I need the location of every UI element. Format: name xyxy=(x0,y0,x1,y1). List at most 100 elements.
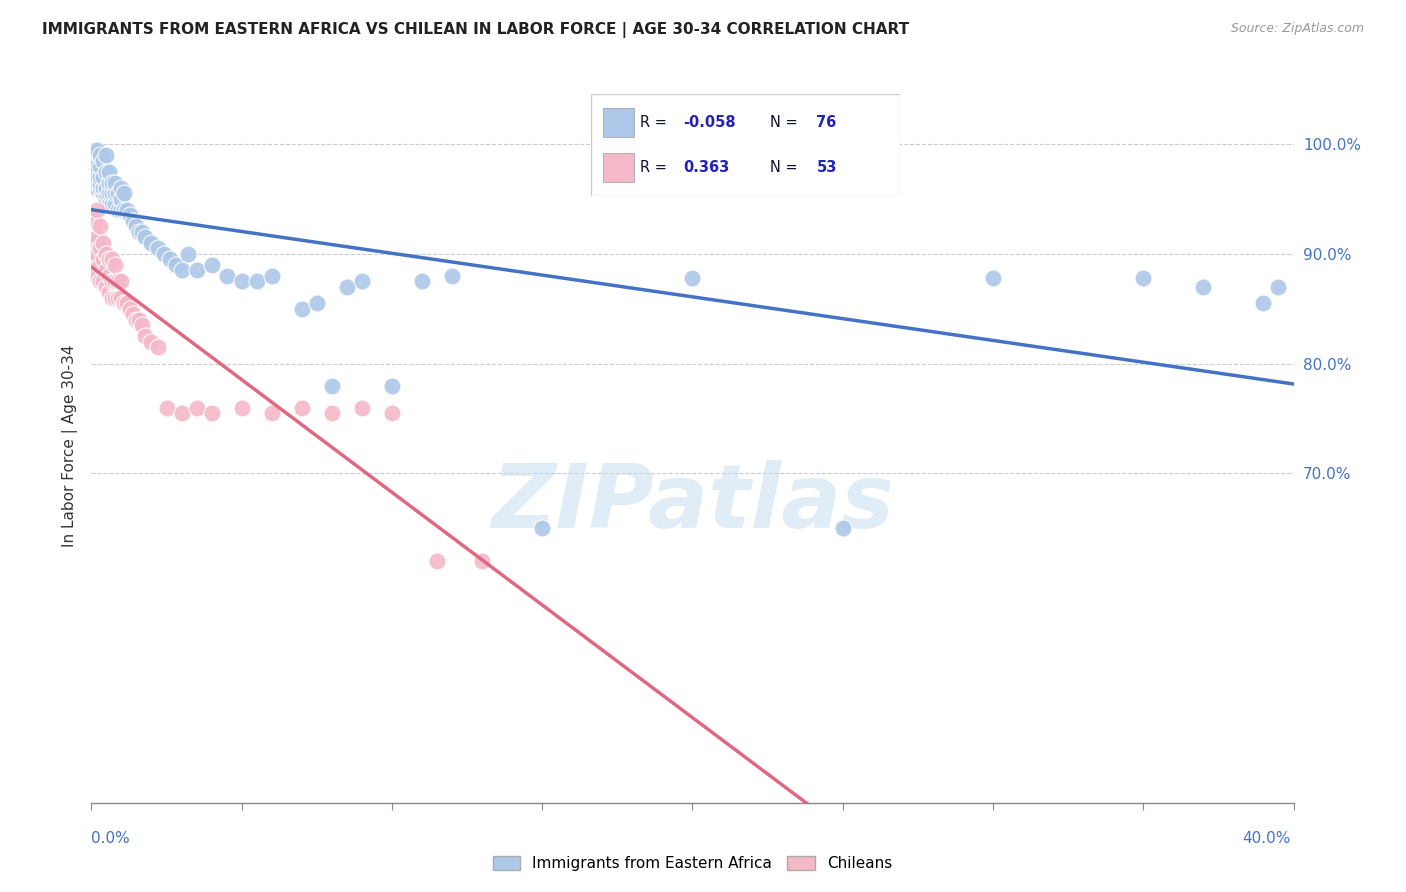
Point xyxy=(120,301,142,316)
Point xyxy=(86,230,108,244)
Point xyxy=(336,280,359,294)
Point xyxy=(96,247,118,261)
Point xyxy=(981,271,1004,285)
Text: 76: 76 xyxy=(817,115,837,130)
Point xyxy=(426,554,449,568)
Point xyxy=(146,241,169,255)
Point xyxy=(152,247,174,261)
Point xyxy=(89,169,111,184)
Point xyxy=(122,307,145,321)
Point xyxy=(107,186,129,201)
Point xyxy=(165,258,187,272)
Point xyxy=(93,169,115,184)
Point xyxy=(107,291,129,305)
Point xyxy=(440,268,463,283)
Point xyxy=(98,197,121,211)
Point xyxy=(110,274,132,288)
Point xyxy=(107,202,129,217)
Point xyxy=(98,164,121,178)
Point xyxy=(96,181,118,195)
Point xyxy=(114,202,136,217)
Point xyxy=(89,176,111,190)
Point xyxy=(96,263,118,277)
Point xyxy=(531,521,554,535)
Point xyxy=(1192,280,1215,294)
Text: 0.0%: 0.0% xyxy=(91,831,131,846)
Point xyxy=(122,214,145,228)
Point xyxy=(101,176,124,190)
Point xyxy=(291,301,314,316)
Point xyxy=(86,268,108,283)
Point xyxy=(89,159,111,173)
Point xyxy=(110,202,132,217)
Point xyxy=(83,235,105,250)
Bar xyxy=(603,153,634,182)
Point xyxy=(176,247,198,261)
Point xyxy=(83,159,105,173)
Point xyxy=(96,186,118,201)
Point xyxy=(83,252,105,267)
Y-axis label: In Labor Force | Age 30-34: In Labor Force | Age 30-34 xyxy=(62,344,79,548)
Point xyxy=(86,169,108,184)
Point xyxy=(350,401,373,415)
Point xyxy=(110,192,132,206)
Point xyxy=(101,252,124,267)
Point xyxy=(104,197,127,211)
Point xyxy=(155,401,177,415)
Point xyxy=(110,181,132,195)
Point xyxy=(141,235,163,250)
Text: 0.363: 0.363 xyxy=(683,160,730,175)
Point xyxy=(93,274,115,288)
Point xyxy=(215,268,238,283)
Point xyxy=(471,554,494,568)
Point xyxy=(89,274,111,288)
Point xyxy=(170,263,193,277)
Point xyxy=(141,334,163,349)
Point xyxy=(381,406,404,420)
Point xyxy=(93,235,115,250)
Point xyxy=(86,247,108,261)
Point xyxy=(89,219,111,234)
Point xyxy=(98,186,121,201)
Point xyxy=(93,153,115,168)
Point xyxy=(159,252,181,267)
Point xyxy=(83,181,105,195)
Point xyxy=(86,143,108,157)
Point xyxy=(186,401,208,415)
Point xyxy=(83,164,105,178)
Point xyxy=(101,291,124,305)
Text: Source: ZipAtlas.com: Source: ZipAtlas.com xyxy=(1230,22,1364,36)
Point xyxy=(83,214,105,228)
Point xyxy=(201,406,224,420)
Point xyxy=(134,230,156,244)
Point xyxy=(96,192,118,206)
Point xyxy=(93,181,115,195)
Point xyxy=(305,296,328,310)
Point xyxy=(186,263,208,277)
Point xyxy=(146,340,169,354)
Point xyxy=(114,296,136,310)
Text: 40.0%: 40.0% xyxy=(1243,831,1291,846)
Point xyxy=(96,164,118,178)
Text: 53: 53 xyxy=(817,160,837,175)
Point xyxy=(101,186,124,201)
Point xyxy=(1132,271,1154,285)
Point xyxy=(134,329,156,343)
Point xyxy=(89,258,111,272)
Text: ZIPatlas: ZIPatlas xyxy=(491,459,894,547)
Point xyxy=(93,186,115,201)
Point xyxy=(321,406,343,420)
Point xyxy=(260,268,283,283)
Point xyxy=(98,268,121,283)
Point xyxy=(246,274,269,288)
Point xyxy=(260,406,283,420)
Point xyxy=(98,176,121,190)
Point xyxy=(831,521,853,535)
Point xyxy=(381,378,404,392)
Text: R =: R = xyxy=(640,115,672,130)
Text: -0.058: -0.058 xyxy=(683,115,735,130)
Point xyxy=(86,202,108,217)
Point xyxy=(110,291,132,305)
Point xyxy=(104,291,127,305)
Point xyxy=(104,258,127,272)
